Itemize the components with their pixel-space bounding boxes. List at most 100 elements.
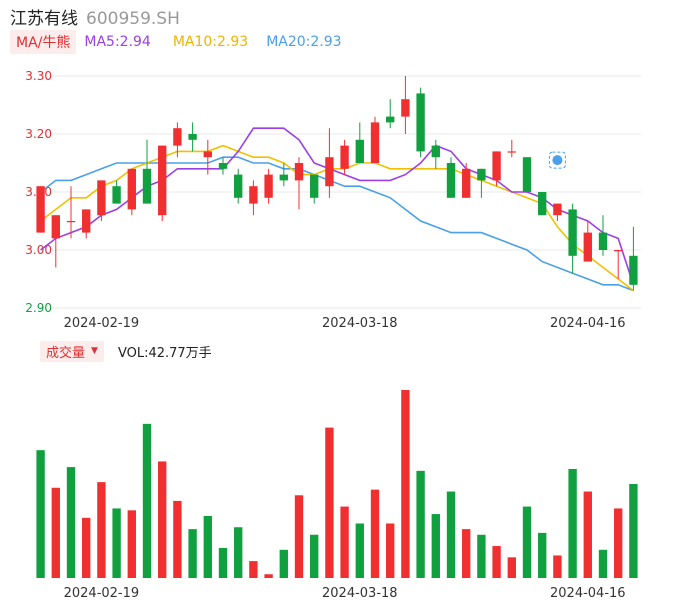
candle-body <box>188 134 197 140</box>
ma5-legend: MA5:2.94 <box>84 34 151 50</box>
candle-body <box>598 232 608 250</box>
candle-body <box>36 186 45 233</box>
candle-body <box>507 151 516 153</box>
volume-bar <box>614 508 623 578</box>
volume-bar <box>583 491 592 578</box>
date-tick-label: 2024-03-18 <box>322 316 398 331</box>
caret-down-icon: ▼ <box>91 346 98 356</box>
candle-body <box>553 203 562 216</box>
volume-bar <box>158 461 167 578</box>
candle-body <box>522 157 532 192</box>
volume-bar <box>629 484 638 578</box>
date-tick-label: 2024-02-19 <box>64 316 140 331</box>
volume-bar <box>325 427 334 578</box>
date-tick-label: 2024-04-16 <box>550 316 626 331</box>
volume-bar <box>507 557 516 578</box>
candle-body <box>401 99 410 117</box>
candle-body <box>218 163 228 169</box>
price-tick-label: 2.90 <box>25 301 52 315</box>
volume-bar <box>82 517 91 578</box>
volume-bar <box>188 529 197 578</box>
volume-bar <box>431 514 440 578</box>
ma10-line <box>40 144 634 292</box>
candle-body <box>431 145 440 158</box>
volume-bar <box>462 529 471 578</box>
volume-bar <box>355 523 364 578</box>
volume-bar <box>370 489 380 578</box>
stock-name: 江苏有线 <box>10 9 78 29</box>
candle-body <box>66 221 76 223</box>
ma10-legend: MA10:2.93 <box>172 34 249 50</box>
candle-body <box>173 128 182 146</box>
volume-bar <box>386 523 395 578</box>
candle-body <box>249 186 258 204</box>
candle-body <box>82 209 91 233</box>
volume-indicator-selector[interactable]: 成交量 ▼ <box>40 340 104 362</box>
volume-bar <box>218 547 228 578</box>
volume-bar <box>97 482 106 578</box>
volume-bar <box>477 534 486 578</box>
volume-bar <box>249 561 258 578</box>
volume-indicator-label: 成交量 <box>46 345 86 361</box>
candle-body <box>234 174 243 198</box>
candle-body <box>264 174 273 198</box>
event-marker-icon <box>548 151 566 169</box>
candle-body <box>142 168 152 204</box>
candle-body <box>340 145 349 169</box>
volume-bar <box>416 470 425 578</box>
volume-bar <box>66 467 76 578</box>
volume-bar <box>492 546 501 578</box>
candle-body <box>477 168 486 181</box>
volume-bar <box>598 549 608 578</box>
candle-body <box>462 168 471 198</box>
candle-body <box>538 192 547 216</box>
volume-bar <box>127 510 136 578</box>
candle-body <box>355 139 364 163</box>
volume-bar <box>340 506 349 578</box>
volume-bar <box>310 534 319 578</box>
volume-bar <box>142 423 152 578</box>
date-tick-label: 2024-02-19 <box>64 586 140 601</box>
candle-body <box>203 151 212 158</box>
candle-body <box>614 250 623 252</box>
candle-body <box>112 186 121 204</box>
candle-body <box>370 122 380 163</box>
candle-body <box>97 180 106 216</box>
candle-body <box>279 174 288 181</box>
date-tick-label: 2024-03-18 <box>322 586 398 601</box>
candle-body <box>386 116 395 123</box>
volume-bar <box>568 468 577 578</box>
volume-value: VOL:42.77万手 <box>117 345 212 361</box>
stock-code: 600959.SH <box>86 9 180 29</box>
event-marker-dot <box>552 155 563 166</box>
volume-bar <box>112 508 121 578</box>
volume-bar <box>294 495 304 578</box>
stock-header: 江苏有线 600959.SH <box>10 4 180 29</box>
volume-bar <box>234 527 243 578</box>
price-tick-label: 3.20 <box>25 127 52 141</box>
volume-bar <box>553 555 562 578</box>
candle-body <box>446 163 456 198</box>
candle-body <box>294 163 304 181</box>
candle-body <box>310 174 319 198</box>
ma-indicator-selector[interactable]: MA/牛熊 <box>10 30 77 54</box>
volume-bar <box>538 532 547 578</box>
candle-body <box>568 209 577 256</box>
volume-bar <box>51 487 60 578</box>
candle-body <box>416 93 425 152</box>
price-tick-label: 3.30 <box>25 69 52 83</box>
volume-bar <box>279 549 288 578</box>
volume-bar <box>401 390 410 578</box>
candle-body <box>492 151 501 181</box>
volume-bar <box>264 574 273 578</box>
volume-bar <box>173 500 182 578</box>
ma20-legend: MA20:2.93 <box>266 34 342 50</box>
volume-bar <box>203 515 212 578</box>
candle-body <box>325 157 334 187</box>
volume-bar <box>36 450 45 578</box>
candle-body <box>583 232 592 262</box>
ma5-line <box>40 127 635 286</box>
date-tick-label: 2024-04-16 <box>550 586 626 601</box>
volume-bar <box>446 491 456 578</box>
